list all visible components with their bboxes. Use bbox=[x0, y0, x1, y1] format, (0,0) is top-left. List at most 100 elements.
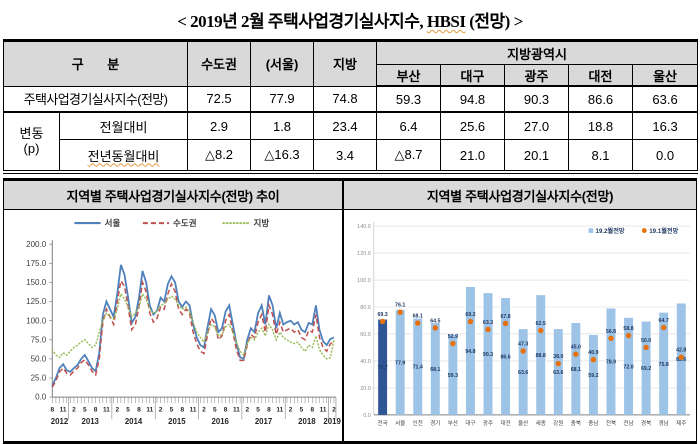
bar-울산 bbox=[518, 329, 528, 415]
page-title-prefix: < 2019년 2월 주택사업경기실사지수, bbox=[177, 12, 427, 31]
svg-text:40.0: 40.0 bbox=[360, 359, 371, 365]
svg-text:50.0: 50.0 bbox=[31, 354, 47, 363]
svg-text:2016: 2016 bbox=[211, 417, 229, 426]
svg-text:광주: 광주 bbox=[483, 420, 493, 427]
cell-value: 2.9 bbox=[187, 111, 252, 140]
svg-text:20.0: 20.0 bbox=[360, 386, 371, 392]
bar-세종 bbox=[536, 295, 546, 415]
svg-text:86.6: 86.6 bbox=[500, 354, 510, 360]
svg-text:11: 11 bbox=[60, 407, 67, 414]
svg-text:부산: 부산 bbox=[448, 419, 458, 427]
header-metro-group: 지방광역시 bbox=[376, 40, 699, 65]
svg-text:25.0: 25.0 bbox=[31, 374, 47, 383]
svg-text:2015: 2015 bbox=[168, 417, 186, 426]
cell-value: 1.8 bbox=[250, 111, 315, 140]
svg-text:64.5: 64.5 bbox=[430, 318, 440, 324]
header-ulsan: 울산 bbox=[632, 64, 699, 87]
cell-value: 25.6 bbox=[440, 111, 506, 140]
svg-text:0.0: 0.0 bbox=[35, 393, 47, 402]
bar-전북 bbox=[606, 308, 616, 415]
svg-text:200.0: 200.0 bbox=[26, 240, 47, 249]
dot-전북 bbox=[608, 335, 614, 341]
header-sudogwon: 수도권 bbox=[187, 40, 252, 87]
cell-value: △8.7 bbox=[376, 139, 442, 173]
svg-text:88.8: 88.8 bbox=[536, 353, 546, 359]
cell-value: 27.0 bbox=[504, 111, 570, 140]
svg-text:69.2: 69.2 bbox=[465, 312, 475, 318]
svg-text:69.3: 69.3 bbox=[377, 312, 387, 318]
bar-충남 bbox=[588, 335, 598, 415]
svg-text:2013: 2013 bbox=[81, 417, 99, 426]
svg-text:100.0: 100.0 bbox=[357, 278, 371, 284]
svg-text:경남: 경남 bbox=[659, 419, 669, 427]
svg-text:71.4: 71.4 bbox=[413, 365, 423, 371]
line-chart-panel: 지역별 주택사업경기실사지수(전망) 추이 0.0 25.0 50.0 75.0 100… bbox=[3, 181, 344, 441]
svg-text:68.1: 68.1 bbox=[413, 313, 423, 319]
line-chart-area: 0.0 25.0 50.0 75.0 100.0 125.0 150.0 175.0 200.0… bbox=[4, 210, 342, 441]
svg-text:90.3: 90.3 bbox=[483, 352, 493, 358]
bar-서울 bbox=[395, 309, 405, 415]
header-jibang: 지방 bbox=[313, 40, 378, 87]
svg-text:경북: 경북 bbox=[641, 420, 651, 427]
svg-text:전북: 전북 bbox=[606, 419, 616, 427]
svg-text:75.0: 75.0 bbox=[31, 335, 47, 344]
svg-text:2: 2 bbox=[72, 407, 76, 414]
dot-부산 bbox=[450, 340, 456, 347]
cell-value: △8.2 bbox=[187, 139, 252, 173]
svg-text:47.3: 47.3 bbox=[518, 342, 528, 348]
bar-경기 bbox=[430, 323, 440, 415]
svg-text:제주: 제주 bbox=[676, 419, 686, 427]
bar-대구 bbox=[465, 287, 475, 415]
svg-text:63.6: 63.6 bbox=[518, 370, 528, 376]
legend-dot-swatch bbox=[641, 228, 647, 233]
svg-text:82.6: 82.6 bbox=[676, 357, 686, 363]
svg-text:서울: 서울 bbox=[395, 419, 405, 427]
svg-text:8: 8 bbox=[267, 407, 271, 414]
line-series-서울 bbox=[51, 264, 335, 387]
svg-text:62.5: 62.5 bbox=[536, 321, 546, 327]
line-series-지방 bbox=[51, 292, 335, 360]
svg-text:52.9: 52.9 bbox=[448, 334, 458, 340]
svg-text:서울: 서울 bbox=[105, 217, 121, 228]
svg-text:8: 8 bbox=[137, 407, 141, 414]
cell-value: 21.0 bbox=[440, 139, 506, 173]
svg-text:2: 2 bbox=[202, 407, 206, 414]
bar-강원 bbox=[553, 329, 563, 415]
svg-text:2018: 2018 bbox=[298, 417, 316, 426]
regional-hbsi-trend-line-chart: 0.0 25.0 50.0 75.0 100.0 125.0 150.0 175.0 200.0… bbox=[26, 217, 341, 426]
header-seoul: (서울) bbox=[250, 40, 315, 87]
line-chart-legend: 서울 수도권 지방 bbox=[74, 217, 269, 228]
svg-text:8: 8 bbox=[94, 407, 98, 414]
svg-text:충북: 충북 bbox=[571, 419, 581, 427]
header-busan: 부산 bbox=[376, 64, 442, 87]
svg-text:2: 2 bbox=[289, 407, 293, 414]
svg-text:68.1: 68.1 bbox=[430, 367, 440, 373]
dot-울산 bbox=[520, 348, 526, 354]
bar-chart-axes: 0.0 20.0 40.0 60.0 80.0 100.0 120.0 140.0 bbox=[357, 222, 691, 419]
svg-text:38.0: 38.0 bbox=[553, 354, 563, 360]
svg-text:11: 11 bbox=[190, 407, 197, 414]
svg-text:56.8: 56.8 bbox=[606, 329, 616, 335]
cell-value: 6.4 bbox=[376, 111, 442, 140]
cell-value: 86.6 bbox=[568, 85, 634, 113]
header-daegu: 대구 bbox=[440, 64, 506, 87]
svg-text:75.8: 75.8 bbox=[659, 362, 669, 368]
cell-value: 3.4 bbox=[313, 139, 378, 173]
bar-대전 bbox=[501, 298, 511, 415]
svg-text:대구: 대구 bbox=[465, 419, 475, 427]
line-series-수도권 bbox=[51, 278, 335, 388]
svg-text:67.8: 67.8 bbox=[500, 314, 510, 320]
svg-text:11: 11 bbox=[320, 407, 327, 414]
line-chart-axes: 0.0 25.0 50.0 75.0 100.0 125.0 150.0 175.0 200.0… bbox=[26, 240, 341, 426]
cell-value: 23.4 bbox=[313, 111, 378, 140]
dot-세종 bbox=[538, 327, 544, 334]
svg-text:대전: 대전 bbox=[500, 419, 510, 427]
dot-series-19.1월전망: 69.3 76.1 68.1 64.5 52.9 69.2 63.3 67.8 47.3 62.5… bbox=[377, 303, 686, 367]
svg-text:2: 2 bbox=[245, 407, 249, 414]
svg-text:175.0: 175.0 bbox=[26, 259, 47, 268]
svg-text:58.8: 58.8 bbox=[623, 326, 633, 332]
row-group-change: 변동 (p) bbox=[3, 111, 60, 173]
svg-text:전남: 전남 bbox=[623, 419, 633, 427]
svg-text:2017: 2017 bbox=[255, 417, 273, 426]
